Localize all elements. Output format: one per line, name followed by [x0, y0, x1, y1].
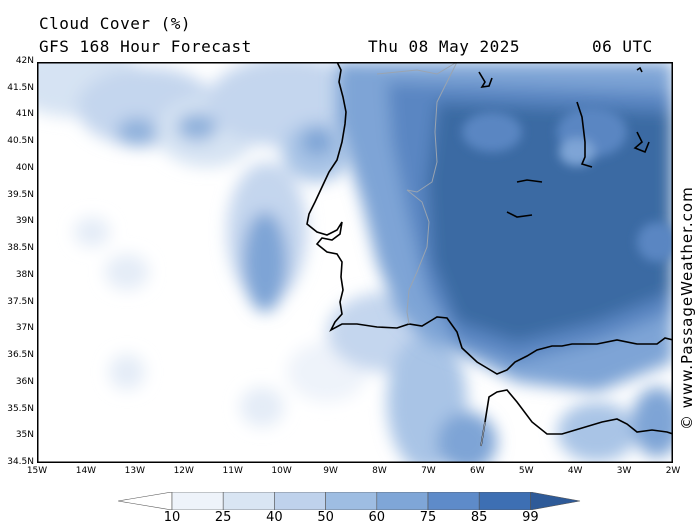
- latitude-label: 41.5N: [7, 82, 34, 93]
- forecast-subtitle: GFS 168 Hour Forecast: [39, 37, 252, 56]
- colorbar-high-arrow: [530, 492, 581, 510]
- latitude-label: 34.5N: [7, 457, 34, 467]
- colorbar-label: 85: [470, 510, 488, 525]
- latitude-label: 36N: [15, 376, 34, 387]
- latitude-label: 37N: [15, 323, 34, 334]
- latitude-label: 40N: [15, 162, 34, 173]
- longitude-label: 13W: [124, 466, 146, 476]
- longitude-label: 8W: [372, 466, 387, 476]
- country-borders: [376, 62, 486, 447]
- longitude-label: 12W: [173, 466, 194, 476]
- colorbar-label: 50: [317, 510, 334, 525]
- longitude-label: 9W: [323, 466, 338, 476]
- longitude-label: 7W: [421, 466, 436, 476]
- colorbar-label: 60: [368, 510, 386, 525]
- longitude-label: 14W: [75, 466, 97, 476]
- colorbar-low-arrow: [118, 492, 173, 510]
- forecast-time: 06 UTC: [592, 37, 653, 56]
- latitude-label: 39N: [15, 216, 34, 227]
- forecast-date: Thu 08 May 2025: [368, 37, 520, 56]
- colorbar-segment: [171, 492, 224, 510]
- cloud-cover-map: [37, 62, 673, 463]
- colorbar-label: 40: [266, 510, 283, 525]
- colorbar-segment: [274, 492, 326, 510]
- longitude-label: 6W: [469, 466, 485, 476]
- latitude-label: 37.5N: [7, 296, 34, 307]
- latitude-label: 40.5N: [7, 136, 34, 147]
- longitude-label: 3W: [616, 466, 632, 476]
- latitude-label: 42N: [15, 56, 34, 66]
- coastline: [306, 62, 673, 447]
- latitude-label: 41N: [15, 109, 34, 120]
- colorbar-segment: [325, 492, 378, 510]
- map-panel: [37, 62, 673, 463]
- credit-watermark: © www.PassageWeather.com: [678, 186, 696, 430]
- latitude-label: 39.5N: [7, 189, 34, 200]
- map-frame: [37, 62, 673, 463]
- longitude-label: 4W: [567, 466, 583, 476]
- longitude-label: 11W: [222, 466, 243, 476]
- colorbar-label: 99: [522, 510, 539, 525]
- latitude-label: 35N: [15, 430, 34, 441]
- longitude-label: 2W: [665, 466, 681, 476]
- colorbar-label: 25: [214, 510, 232, 525]
- longitude-label: 10W: [271, 466, 292, 476]
- colorbar-segment: [427, 492, 480, 510]
- map-title: Cloud Cover (%): [39, 14, 191, 33]
- latitude-label: 36.5N: [7, 350, 34, 361]
- latitude-label: 35.5N: [7, 403, 34, 414]
- colorbar-label: 10: [163, 510, 181, 525]
- longitude-label: 5W: [518, 466, 534, 476]
- longitude-label: 15W: [26, 466, 48, 476]
- latitude-label: 38N: [15, 269, 34, 280]
- colorbar-segment: [478, 492, 531, 510]
- colorbar-legend: [118, 492, 581, 510]
- cloud-holes: [462, 107, 673, 262]
- colorbar-segment: [376, 492, 429, 510]
- latitude-label: 38.5N: [7, 243, 34, 254]
- colorbar-segment: [222, 492, 275, 510]
- colorbar-label: 75: [419, 510, 437, 525]
